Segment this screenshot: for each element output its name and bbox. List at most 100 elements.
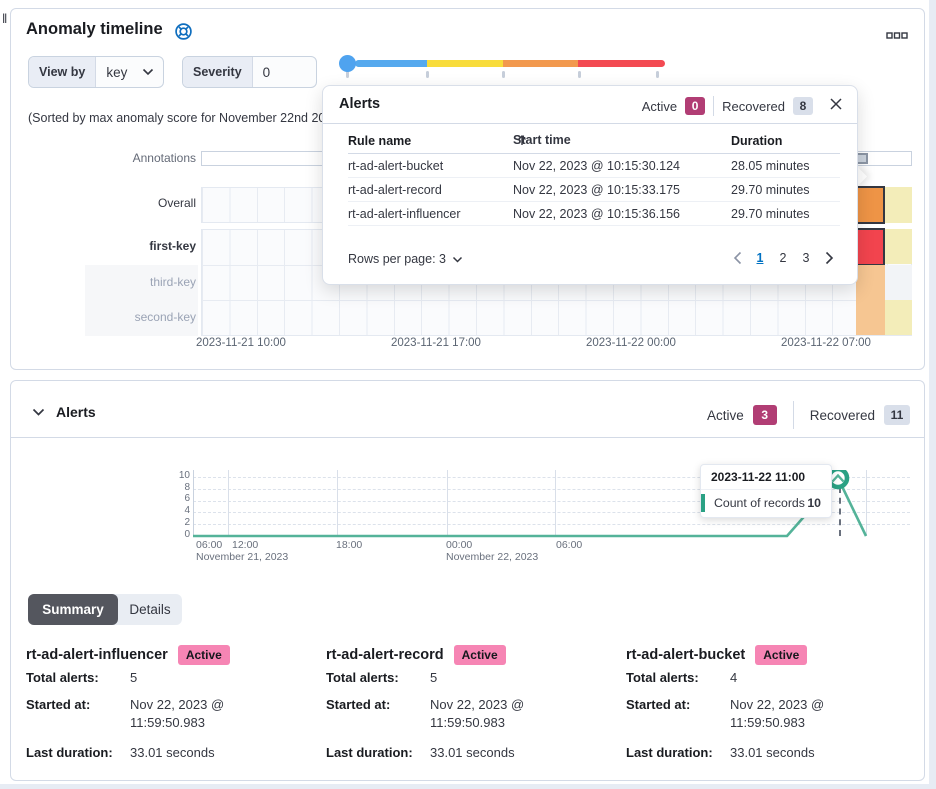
total-alerts-value: 4 [730,670,738,685]
rule-name-cell: rt-ad-alert-bucket [348,159,444,173]
alerts-active-count-badge[interactable]: 3 [752,405,777,425]
gridline [866,470,867,536]
duration-cell: 29.70 minutes [731,183,810,197]
tab-summary[interactable]: Summary [28,594,118,625]
swimlane-row-second-key-label: second-key [134,310,196,324]
alert-table-row[interactable]: rt-ad-alert-bucket Nov 22, 2023 @ 10:15:… [348,154,840,178]
gridline [447,470,448,536]
sorted-note: (Sorted by max anomaly score for Novembe… [28,111,344,125]
page-button-2[interactable]: 2 [779,251,787,265]
alerts-active-filter[interactable]: Active [706,407,744,423]
started-at-value-line2: 11:59:50.983 [430,715,505,730]
tooltip-series-label: Count of records [714,496,805,510]
close-icon[interactable] [829,97,843,111]
severity-control[interactable]: Severity 0 [182,56,317,88]
last-duration-value: 33.01 seconds [730,745,815,760]
slider-tick [426,71,429,78]
x-tick: 06:00 [196,539,223,551]
y-tick: 6 [184,493,190,504]
started-at-label: Started at: [26,697,91,712]
severity-value-input[interactable]: 0 [262,64,271,80]
life-ring-icon[interactable] [174,22,193,41]
x-tick: 12:00 [232,539,259,551]
swimlane-row-overall-label: Overall [157,196,196,210]
tab-details[interactable]: Details [129,602,171,617]
chevron-down-icon [452,256,463,263]
alerts-panel-title: Alerts [56,404,96,420]
panel-header-divider [11,437,924,438]
rule-name: rt-ad-alert-record [326,647,444,663]
swimlane-axis-tick: 2023-11-22 00:00 [586,337,676,349]
swimlane-cell-overall-warning[interactable] [885,187,912,223]
gridline [193,512,910,513]
previous-page-icon[interactable] [727,246,747,270]
x-date-label: November 22, 2023 [446,551,539,563]
swimlane-cell-third-key-none[interactable] [885,265,912,300]
hover-crosshair-line [839,487,841,536]
collapse-chevron-icon[interactable] [32,408,45,417]
alerts-recovered-filter[interactable]: Recovered [809,407,875,423]
severity-segment-major [503,60,578,67]
severity-segment-warning [427,60,503,67]
status-badge: Active [755,645,808,665]
y-tick: 0 [184,529,190,540]
alerts-status-filters: Active 3 Recovered 11 [660,401,910,429]
rows-per-page-selector[interactable]: Rows per page: 3 [348,252,463,266]
start-time-cell: Nov 22, 2023 @ 10:15:33.175 [513,183,680,197]
popover-recovered-filter[interactable]: Recovered [722,98,785,114]
alerts-popover: Alerts Active 0 Recovered 8 Rule name St… [322,85,858,285]
chart-tooltip: 2023-11-22 11:00 Count of records 10 [700,464,832,518]
swimlane-cell-second-key-minor[interactable] [856,300,885,335]
panel-menu-icon[interactable] [882,28,912,43]
severity-segment-critical [578,60,665,67]
divider [713,96,715,116]
alerts-view-tabs: Summary Details [28,594,182,625]
y-tick: 10 [178,470,190,481]
page-button-3[interactable]: 3 [802,251,810,265]
x-tick: 06:00 [556,539,583,551]
swimlane-cell-first-key-warning[interactable] [885,229,912,264]
alerts-recovered-count-badge[interactable]: 11 [884,405,910,425]
rule-name: rt-ad-alert-influencer [26,647,168,663]
rows-per-page-label: Rows per page: 3 [348,252,446,266]
total-alerts-label: Total alerts: [326,670,399,685]
swimlane-cell-second-key-warning[interactable] [885,300,912,335]
duration-cell: 28.05 minutes [731,159,810,173]
view-by-label: View by [29,57,97,87]
started-at-value-line2: 11:59:50.983 [730,715,805,730]
view-by-control[interactable]: View by key [28,56,164,88]
popover-title: Alerts [339,96,381,112]
severity-slider-track[interactable] [355,60,665,67]
popover-active-count-badge[interactable]: 0 [685,97,706,115]
popover-active-filter[interactable]: Active [641,98,678,114]
gridline [193,489,910,490]
column-rule-name[interactable]: Rule name [348,134,412,148]
duration-cell: 29.70 minutes [731,207,810,221]
swimlane-cell-overall-major-selected[interactable] [855,186,885,224]
panel-resize-handle[interactable]: ‖ [2,11,8,26]
alert-summary-card-title: rt-ad-alert-record Active [326,645,506,665]
view-by-select[interactable]: key [106,64,128,80]
alert-table-row[interactable]: rt-ad-alert-record Nov 22, 2023 @ 10:15:… [348,178,840,202]
chevron-down-icon [142,57,163,87]
started-at-value: Nov 22, 2023 @ [430,697,525,712]
next-page-icon[interactable] [819,246,839,270]
column-start-time[interactable]: Start time [513,133,571,147]
severity-slider-handle[interactable] [339,55,356,72]
alert-table-row[interactable]: rt-ad-alert-influencer Nov 22, 2023 @ 10… [348,202,840,226]
status-badge: Active [453,645,506,665]
start-time-cell: Nov 22, 2023 @ 10:15:36.156 [513,207,680,221]
tooltip-header: 2023-11-22 11:00 [701,465,831,490]
swimlane-axis-tick: 2023-11-21 10:00 [196,337,286,349]
swimlane-cell-first-key-critical-selected[interactable] [855,228,885,266]
started-at-value: Nov 22, 2023 @ [730,697,825,712]
swimlane-cell-third-key-minor[interactable] [856,265,885,300]
column-duration[interactable]: Duration [731,134,783,148]
popover-recovered-count-badge[interactable]: 8 [793,97,813,115]
lane-divider [202,300,911,301]
tooltip-series-value: 10 [807,496,821,510]
total-alerts-value: 5 [430,670,438,685]
page-button-1[interactable]: 1 [756,251,764,265]
swimlane-row-first-key-label: first-key [149,239,196,253]
alert-summary-card-title: rt-ad-alert-bucket Active [626,645,808,665]
